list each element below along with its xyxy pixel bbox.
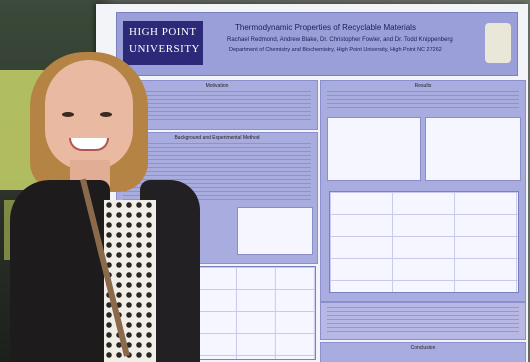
results-graph bbox=[425, 117, 521, 181]
section-heading: Motivation bbox=[205, 83, 229, 89]
section-heading: Background and Experimental Method bbox=[174, 135, 260, 141]
results-panel: Results bbox=[320, 80, 526, 302]
mascot-image bbox=[485, 23, 511, 63]
black-jacket bbox=[10, 180, 110, 362]
section-heading: Conclusion bbox=[410, 345, 436, 351]
motivation-panel: Motivation bbox=[116, 80, 318, 130]
poster-header: HIGH POINT UNIVERSITY Thermodynamic Prop… bbox=[116, 12, 518, 76]
university-logo: HIGH POINT UNIVERSITY bbox=[123, 21, 203, 65]
data-table bbox=[196, 266, 316, 360]
poster-authors: Rachael Redmond, Andrew Blake, Dr. Chris… bbox=[227, 37, 453, 43]
poster-title: Thermodynamic Properties of Recyclable M… bbox=[235, 23, 416, 32]
results-graph bbox=[327, 117, 421, 181]
results-table bbox=[329, 191, 519, 293]
logo-line: HIGH POINT bbox=[129, 26, 197, 38]
eye bbox=[100, 112, 112, 117]
poster-department: Department of Chemistry and Biochemistry… bbox=[229, 47, 442, 53]
body-text bbox=[327, 307, 519, 333]
conclusion-panel: Conclusion bbox=[320, 342, 526, 362]
person-face bbox=[45, 60, 133, 170]
eye bbox=[62, 112, 74, 117]
logo-line: UNIVERSITY bbox=[129, 43, 200, 55]
section-heading: Results bbox=[414, 83, 432, 89]
polka-dot-blouse bbox=[104, 200, 156, 362]
results-text bbox=[320, 302, 526, 340]
figure bbox=[237, 207, 313, 255]
body-text bbox=[327, 91, 519, 111]
body-text bbox=[123, 91, 311, 123]
